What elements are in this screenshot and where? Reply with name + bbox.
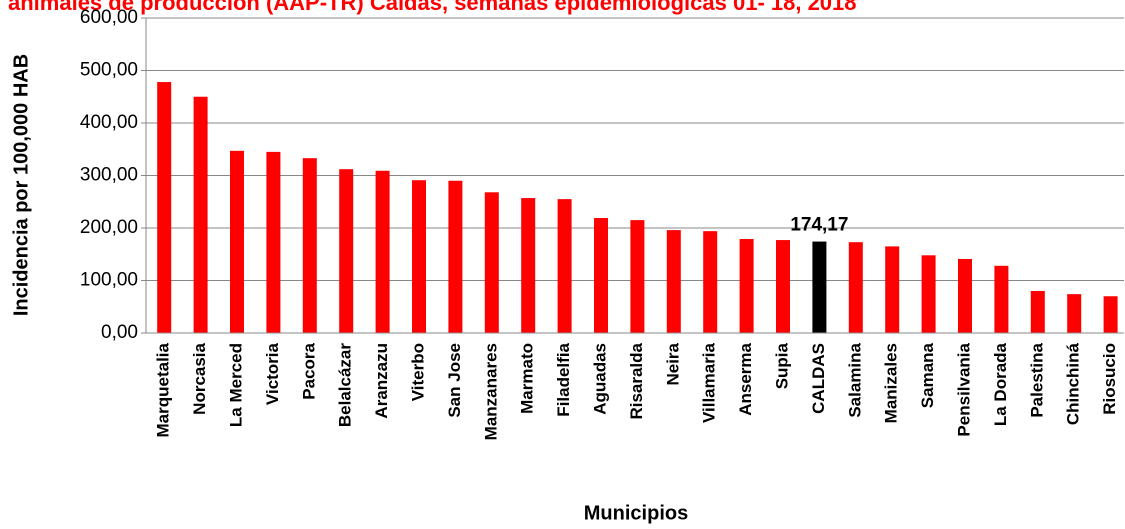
bar xyxy=(1103,296,1118,333)
x-tick-label: Marquetalia xyxy=(154,342,173,437)
chart-title: animales de producción (AAP-TR) Caldas, … xyxy=(8,0,857,15)
x-tick-label: Samana xyxy=(918,342,937,408)
x-tick-label: Filadelfia xyxy=(554,342,573,416)
x-tick-label: Victoria xyxy=(263,342,282,405)
bar xyxy=(412,180,426,333)
data-label: 174,17 xyxy=(790,215,848,236)
x-tick-label: Risaralda xyxy=(627,342,646,419)
x-tick-label: Riosucio xyxy=(1100,343,1119,415)
x-tick-label: Salamina xyxy=(845,342,864,417)
x-tick-label: Belalcázar xyxy=(336,343,355,427)
bar xyxy=(302,158,317,333)
bar xyxy=(1067,294,1082,333)
x-tick-label: Norcasia xyxy=(190,342,209,414)
bar xyxy=(557,199,572,333)
bar xyxy=(848,242,863,333)
x-tick-label: Anserma xyxy=(736,342,755,415)
x-tick-label: Neira xyxy=(663,342,682,385)
x-tick-label: Villamaria xyxy=(700,342,719,423)
x-tick-label: Chinchiná xyxy=(1064,342,1083,425)
bar xyxy=(484,192,499,333)
bar xyxy=(958,258,972,333)
bar xyxy=(594,218,608,333)
bar xyxy=(812,241,827,333)
bar xyxy=(703,231,718,333)
y-axis-title: Incidencia por 100,000 HAB xyxy=(10,54,32,316)
bar xyxy=(375,170,390,333)
bar xyxy=(1030,291,1045,333)
bar xyxy=(193,96,208,333)
x-tick-label: La Dorada xyxy=(991,342,1010,426)
x-tick-label: Manzanares xyxy=(481,343,500,440)
x-tick-label: Pacora xyxy=(299,342,318,399)
y-tick-label: 600,00 xyxy=(80,7,138,28)
x-tick-label: Supia xyxy=(772,342,791,389)
x-tick-label: Marmato xyxy=(518,343,537,414)
x-tick-label: Aguadas xyxy=(590,343,609,415)
x-tick-label: Viterbo xyxy=(408,343,427,401)
bar xyxy=(666,230,681,333)
x-tick-label: San Jose xyxy=(445,343,464,418)
x-tick-label: CALDAS xyxy=(809,343,828,414)
x-tick-label: Pensilvania xyxy=(954,342,973,436)
x-tick-label: Manizales xyxy=(882,343,901,423)
bar xyxy=(776,240,790,333)
bar xyxy=(739,239,754,333)
bar xyxy=(157,82,172,333)
y-tick-label: 400,00 xyxy=(80,112,138,133)
x-tick-label: Aranzazu xyxy=(372,343,391,419)
bar xyxy=(266,151,281,333)
x-tick-label: La Merced xyxy=(226,343,245,427)
bar xyxy=(448,180,463,333)
y-tick-label: 500,00 xyxy=(80,60,138,81)
bar xyxy=(630,220,645,333)
x-tick-label: Palestina xyxy=(1027,342,1046,417)
bar xyxy=(921,255,936,333)
y-tick-label: 0,00 xyxy=(101,322,138,343)
y-tick-label: 100,00 xyxy=(80,270,138,291)
bar xyxy=(885,246,900,333)
y-tick-label: 200,00 xyxy=(80,217,138,238)
bar xyxy=(230,150,244,333)
bar xyxy=(521,198,536,333)
bar xyxy=(339,169,354,333)
x-axis-title: Municipios xyxy=(584,502,688,524)
bar xyxy=(994,265,1009,333)
y-tick-label: 300,00 xyxy=(80,165,138,186)
